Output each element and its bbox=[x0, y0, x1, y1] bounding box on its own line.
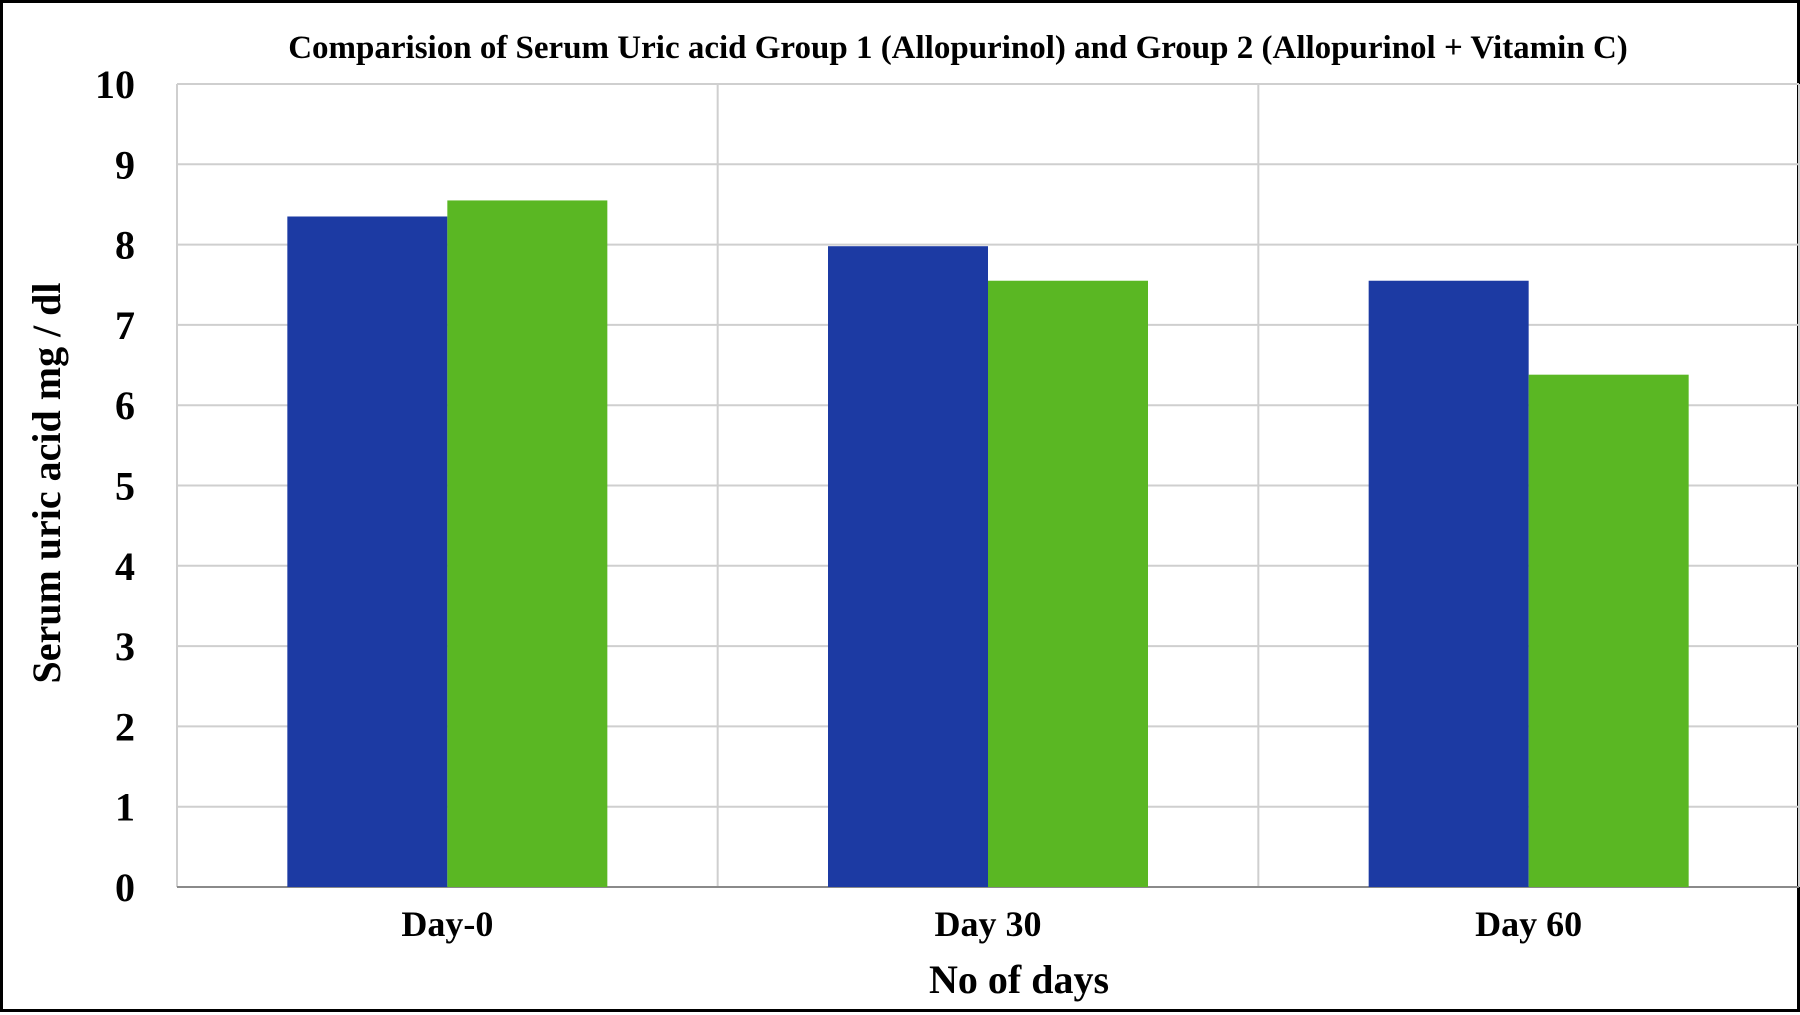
bar-series2-day-60 bbox=[1528, 374, 1689, 887]
y-tick-label: 10 bbox=[95, 62, 135, 107]
bar-chart: Comparision of Serum Uric acid Group 1 (… bbox=[24, 30, 1800, 1002]
x-tick-label: Day-0 bbox=[401, 904, 493, 944]
y-tick-label: 6 bbox=[115, 383, 135, 428]
y-tick-label: 5 bbox=[115, 464, 135, 509]
x-axis-title: No of days bbox=[929, 957, 1109, 1002]
bars bbox=[287, 200, 1689, 887]
y-tick-label: 8 bbox=[115, 223, 135, 268]
y-tick-label: 7 bbox=[115, 303, 135, 348]
y-tick-label: 1 bbox=[115, 785, 135, 830]
x-tick-label: Day 30 bbox=[935, 904, 1042, 944]
y-tick-label: 2 bbox=[115, 704, 135, 749]
bar-series2-day-0 bbox=[447, 200, 608, 887]
y-axis-title: Serum uric acid mg / dl bbox=[24, 282, 69, 683]
y-tick-label: 3 bbox=[115, 624, 135, 669]
bar-series1-day-0 bbox=[287, 216, 448, 887]
y-tick-label: 4 bbox=[115, 544, 135, 589]
bar-series1-day-60 bbox=[1368, 280, 1529, 887]
bar-series1-day-30 bbox=[828, 246, 988, 887]
chart-title: Comparision of Serum Uric acid Group 1 (… bbox=[288, 30, 1628, 66]
y-tick-label: 9 bbox=[115, 142, 135, 187]
x-tick-label: Day 60 bbox=[1475, 904, 1582, 944]
x-tick-labels: Day-0 Day 30 Day 60 bbox=[401, 904, 1582, 944]
y-tick-labels: 0 1 2 3 4 5 6 7 8 9 10 bbox=[95, 62, 135, 910]
y-tick-label: 0 bbox=[115, 865, 135, 910]
bar-series2-day-30 bbox=[988, 280, 1148, 887]
